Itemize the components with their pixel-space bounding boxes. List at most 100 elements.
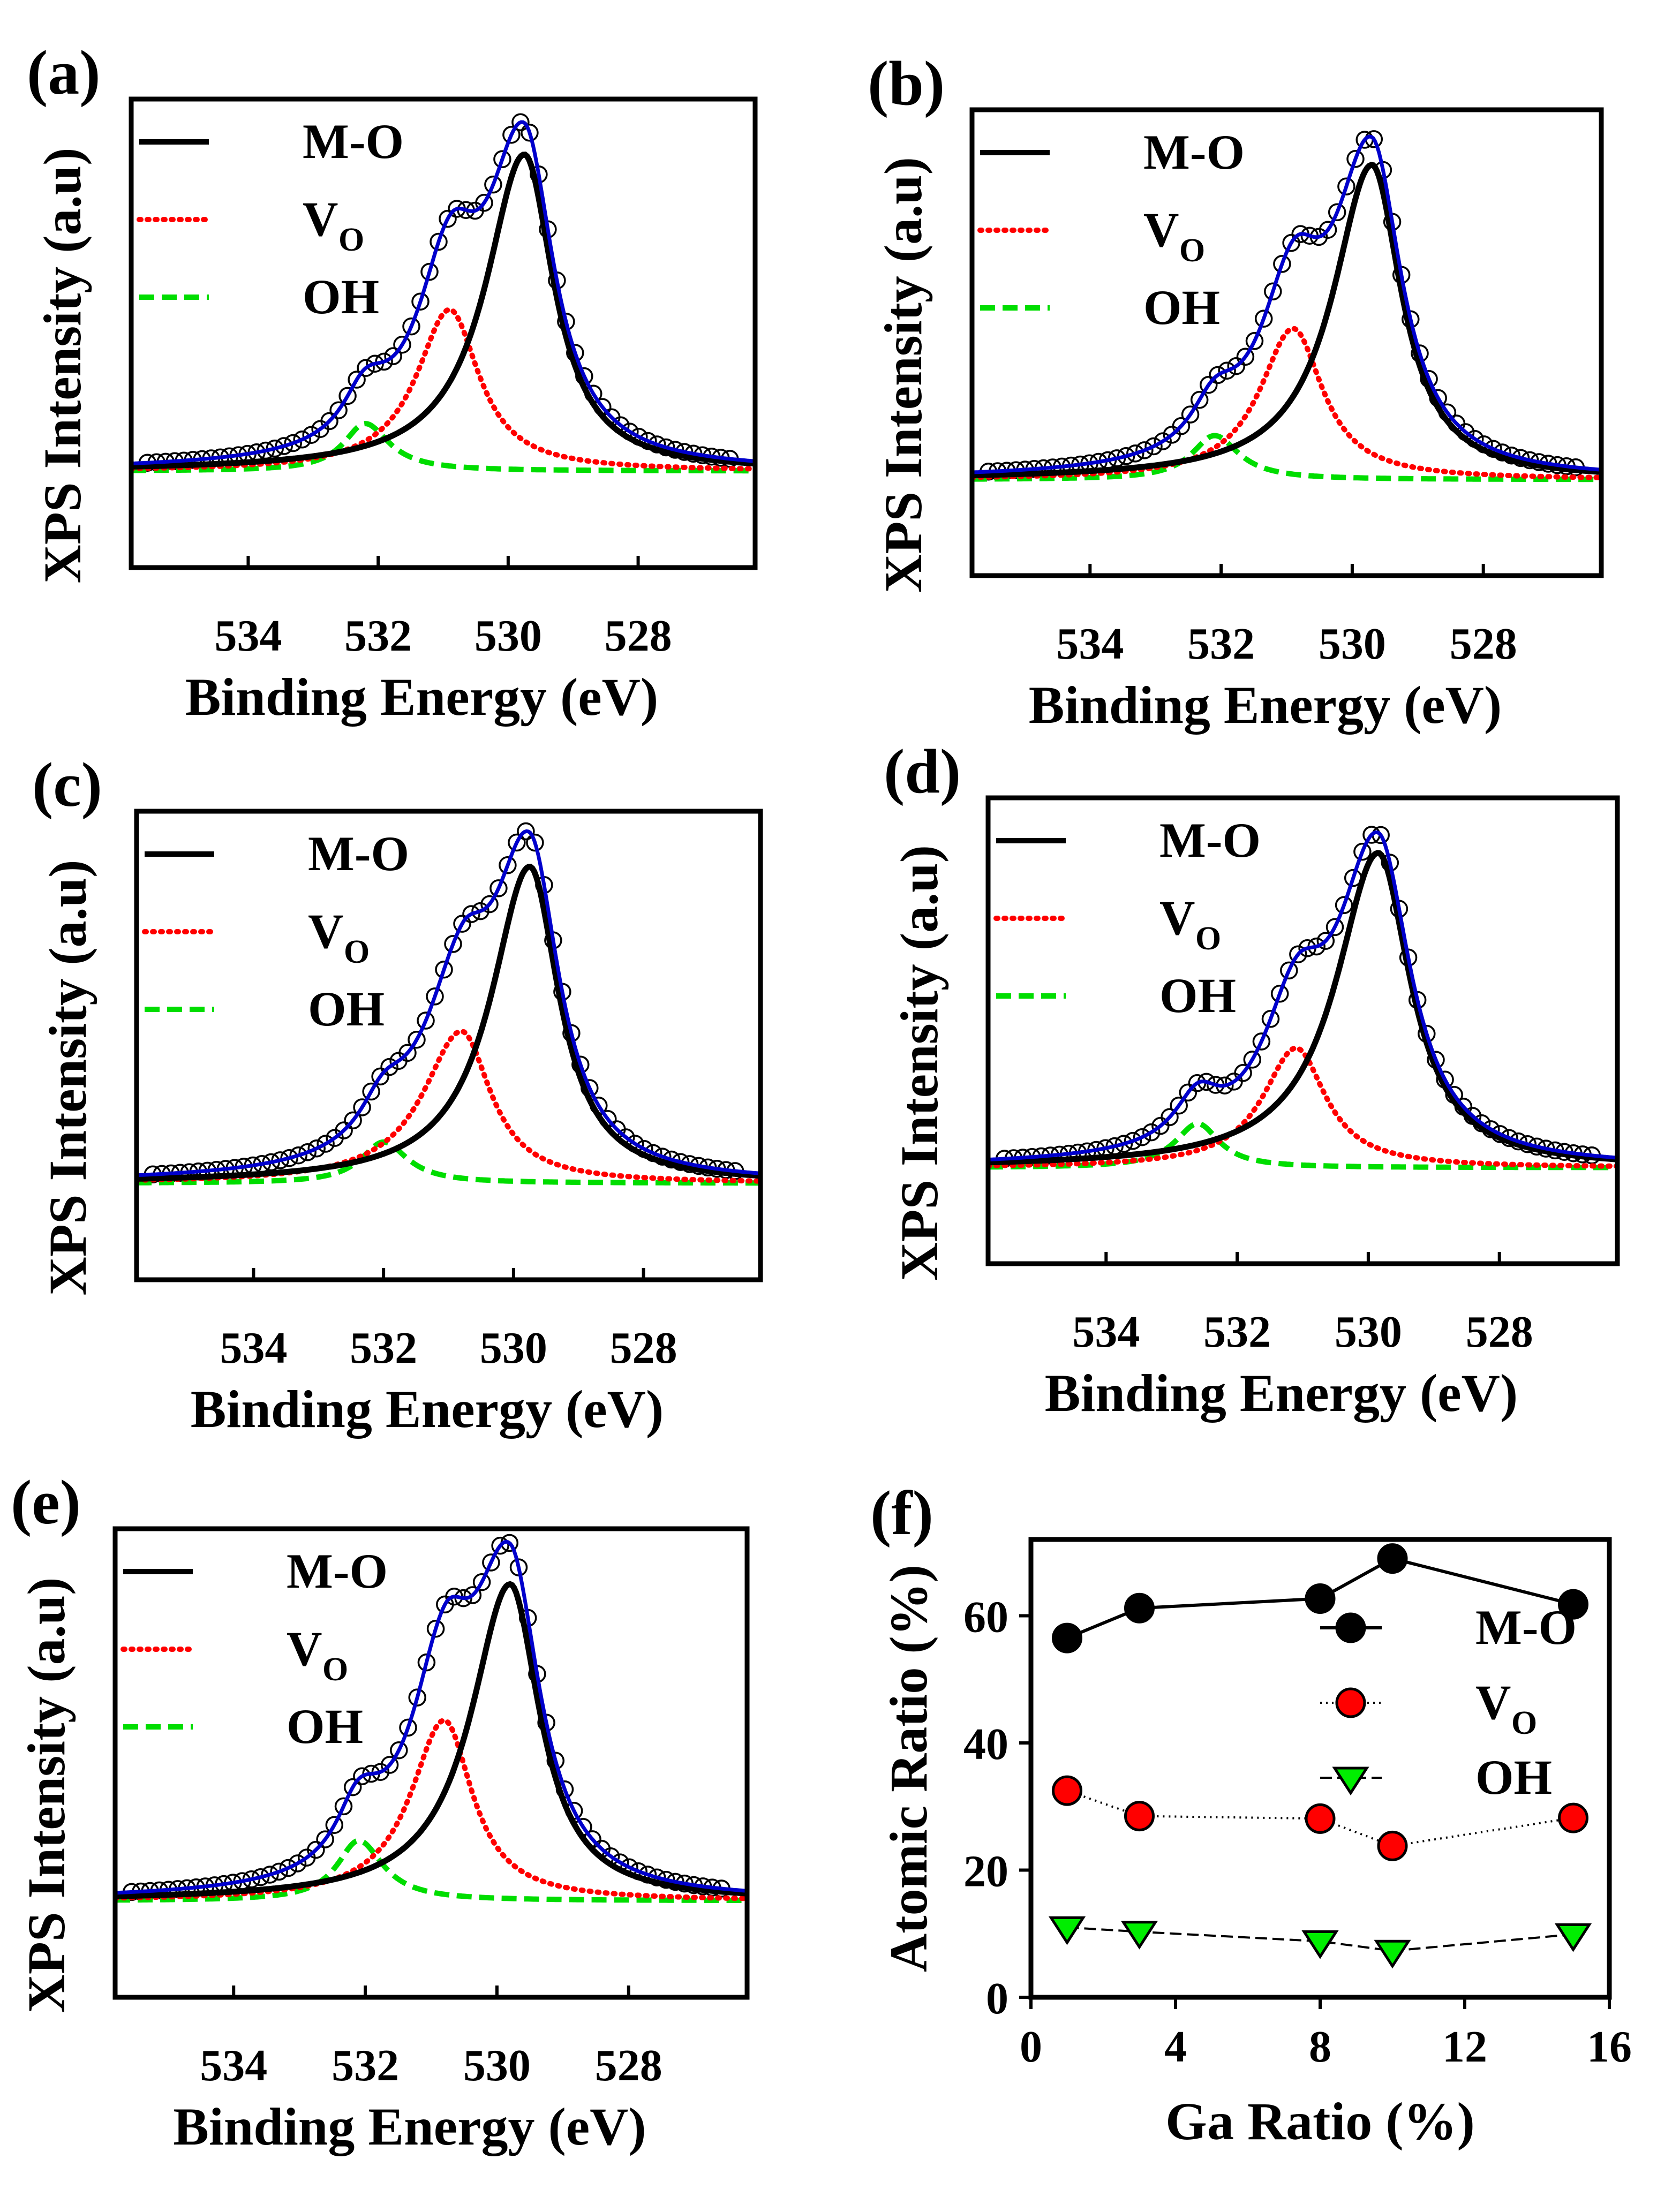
panel-f-legend-marker <box>1335 1612 1366 1643</box>
panel-f-data-point <box>1120 1921 1158 1950</box>
panel-d-data-point <box>1234 1064 1252 1082</box>
panel-c-data-point <box>471 902 489 920</box>
panel-e-data-point <box>417 1653 436 1672</box>
panel-d-data-point <box>1316 932 1335 950</box>
panel-b-plot-area <box>972 130 1601 482</box>
panel-c-data-point <box>362 1082 380 1101</box>
panel-e-plot-area <box>115 1534 747 1903</box>
panel-b-legend-label: V <box>1143 202 1179 257</box>
panel-c-data-point <box>453 915 471 933</box>
panel-e-data-point <box>399 1718 417 1737</box>
panel-b-legend-label: M-O <box>1143 125 1245 179</box>
panel-d-x-tick-label: 530 <box>1335 1307 1402 1357</box>
panel-a-data-point <box>275 437 293 455</box>
panel-b: 534 532 530 528 Binding Energy (eV) XPS Inten… <box>868 48 1604 735</box>
panel-d-data-point <box>1114 1135 1133 1153</box>
panel-f-series-vo <box>1052 1775 1588 1861</box>
panel-a-x-axis-title: Binding Energy (eV) <box>185 667 658 727</box>
panel-a-data-point <box>357 359 375 377</box>
panel-d-data-point <box>1325 918 1344 937</box>
panel-b-data-point <box>1135 441 1154 459</box>
panel-b-data-point <box>1218 361 1236 380</box>
panel-a-data-point <box>511 113 530 132</box>
panel-c-legend: M-O V O OH <box>142 826 409 1036</box>
panel-b-data-point <box>1172 417 1191 435</box>
panel-b-data-point <box>1227 357 1246 375</box>
panel-d-x-tick-label: 534 <box>1072 1307 1140 1357</box>
panel-e-data-point <box>325 1816 344 1834</box>
panel-c-data-point <box>317 1135 335 1153</box>
panel-f-data-point <box>1377 1830 1408 1861</box>
panel-e-legend: M-O V O OH <box>120 1544 388 1754</box>
panel-a-data-point <box>320 412 338 431</box>
panel-b-x-tick-label: 534 <box>1056 619 1124 669</box>
panel-e-data-point <box>307 1840 325 1859</box>
panel-b-data-point <box>1264 282 1282 301</box>
panel-f-legend-subscript: O <box>1511 1705 1537 1741</box>
panel-d: 534 532 530 528 Binding Energy (eV) XPS Inten… <box>884 736 1620 1423</box>
panel-c-data-point <box>398 1044 417 1062</box>
panel-b-data-point <box>1245 332 1264 350</box>
panel-a-label: (a) <box>27 37 101 108</box>
panel-e-label: (e) <box>11 1467 81 1537</box>
panel-e-data-point <box>380 1756 399 1774</box>
panel-f-data-point <box>1374 1939 1411 1969</box>
panel-b-x-tick-label: 530 <box>1319 619 1386 669</box>
panel-f-x-tick-label: 4 <box>1164 2022 1187 2072</box>
panel-e-x-axis-title: Binding Energy (eV) <box>173 2097 646 2156</box>
panel-c-legend-subscript: O <box>344 934 370 970</box>
panel-a-frame <box>129 96 758 570</box>
panel-b-data-point <box>1328 203 1346 222</box>
panel-e-legend-subscript: O <box>322 1651 348 1688</box>
panel-c-x-tick-label: 532 <box>350 1323 417 1373</box>
panel-a-data-point <box>384 347 402 365</box>
panel-c-label: (c) <box>32 750 102 820</box>
panel-a-data-point <box>402 317 420 336</box>
panel-f-legend-label: OH <box>1475 1750 1552 1805</box>
panel-a-peak-mo <box>131 152 755 470</box>
panel-b-data-point <box>1319 221 1337 239</box>
panel-a-peak-oh <box>131 420 755 474</box>
panel-e-data-point <box>288 1854 307 1873</box>
panel-b-legend: M-O V O OH <box>977 125 1245 335</box>
panel-e-data-point <box>343 1778 362 1796</box>
panel-e-data-point <box>408 1688 426 1707</box>
panel-a-data-point <box>338 387 357 405</box>
panel-c-data-point <box>480 895 499 914</box>
panel-a-data-point <box>329 401 348 419</box>
panel-e-data-point <box>316 1830 334 1848</box>
panel-f-x-tick-label: 0 <box>1020 2022 1042 2072</box>
panel-e-peak-oh <box>115 1838 747 1903</box>
panel-e-data-point <box>279 1859 298 1877</box>
panel-b-data-point <box>1154 432 1172 450</box>
panel-e-data-point <box>270 1862 288 1881</box>
panel-d-data-point <box>1161 1108 1179 1127</box>
panel-e-data-point <box>463 1586 482 1604</box>
panel-b-data-point <box>1126 444 1144 463</box>
panel-a-legend-label: M-O <box>303 114 404 169</box>
panel-e-data-point <box>261 1866 279 1884</box>
panel-f-data-point <box>1554 1923 1592 1952</box>
panel-f-series-line <box>1066 1790 1573 1847</box>
panel-b-x-tick-label: 532 <box>1187 619 1255 669</box>
panel-f-y-tick-label: 0 <box>986 1974 1008 2024</box>
panel-a-x-tick-label: 534 <box>214 611 282 661</box>
panel-a-legend-subscript: O <box>338 222 364 258</box>
panel-f-x-tick-label: 16 <box>1587 2022 1632 2072</box>
panel-e-data-point <box>472 1573 491 1591</box>
panel-f-data-point <box>1052 1775 1082 1806</box>
panel-a-data-point <box>420 262 439 281</box>
panel-c-peak-oh <box>137 1139 760 1186</box>
panel-a-data-point <box>293 431 311 449</box>
panel-e-data-point <box>491 1536 509 1555</box>
panel-f-data-point <box>1558 1589 1588 1620</box>
panel-a-data-point <box>493 150 511 169</box>
panel-c-data-point <box>417 1011 435 1030</box>
panel-c-data-point <box>307 1139 326 1158</box>
panel-c-y-axis-title: XPS Intensity (a.u) <box>38 860 97 1296</box>
panel-f-data-point <box>1052 1622 1082 1654</box>
panel-d-peak-mo <box>988 850 1617 1166</box>
panel-f-data-point <box>1301 1930 1339 1959</box>
panel-b-x-axis-title: Binding Energy (eV) <box>1029 675 1502 735</box>
panel-d-data-point <box>1124 1131 1142 1150</box>
